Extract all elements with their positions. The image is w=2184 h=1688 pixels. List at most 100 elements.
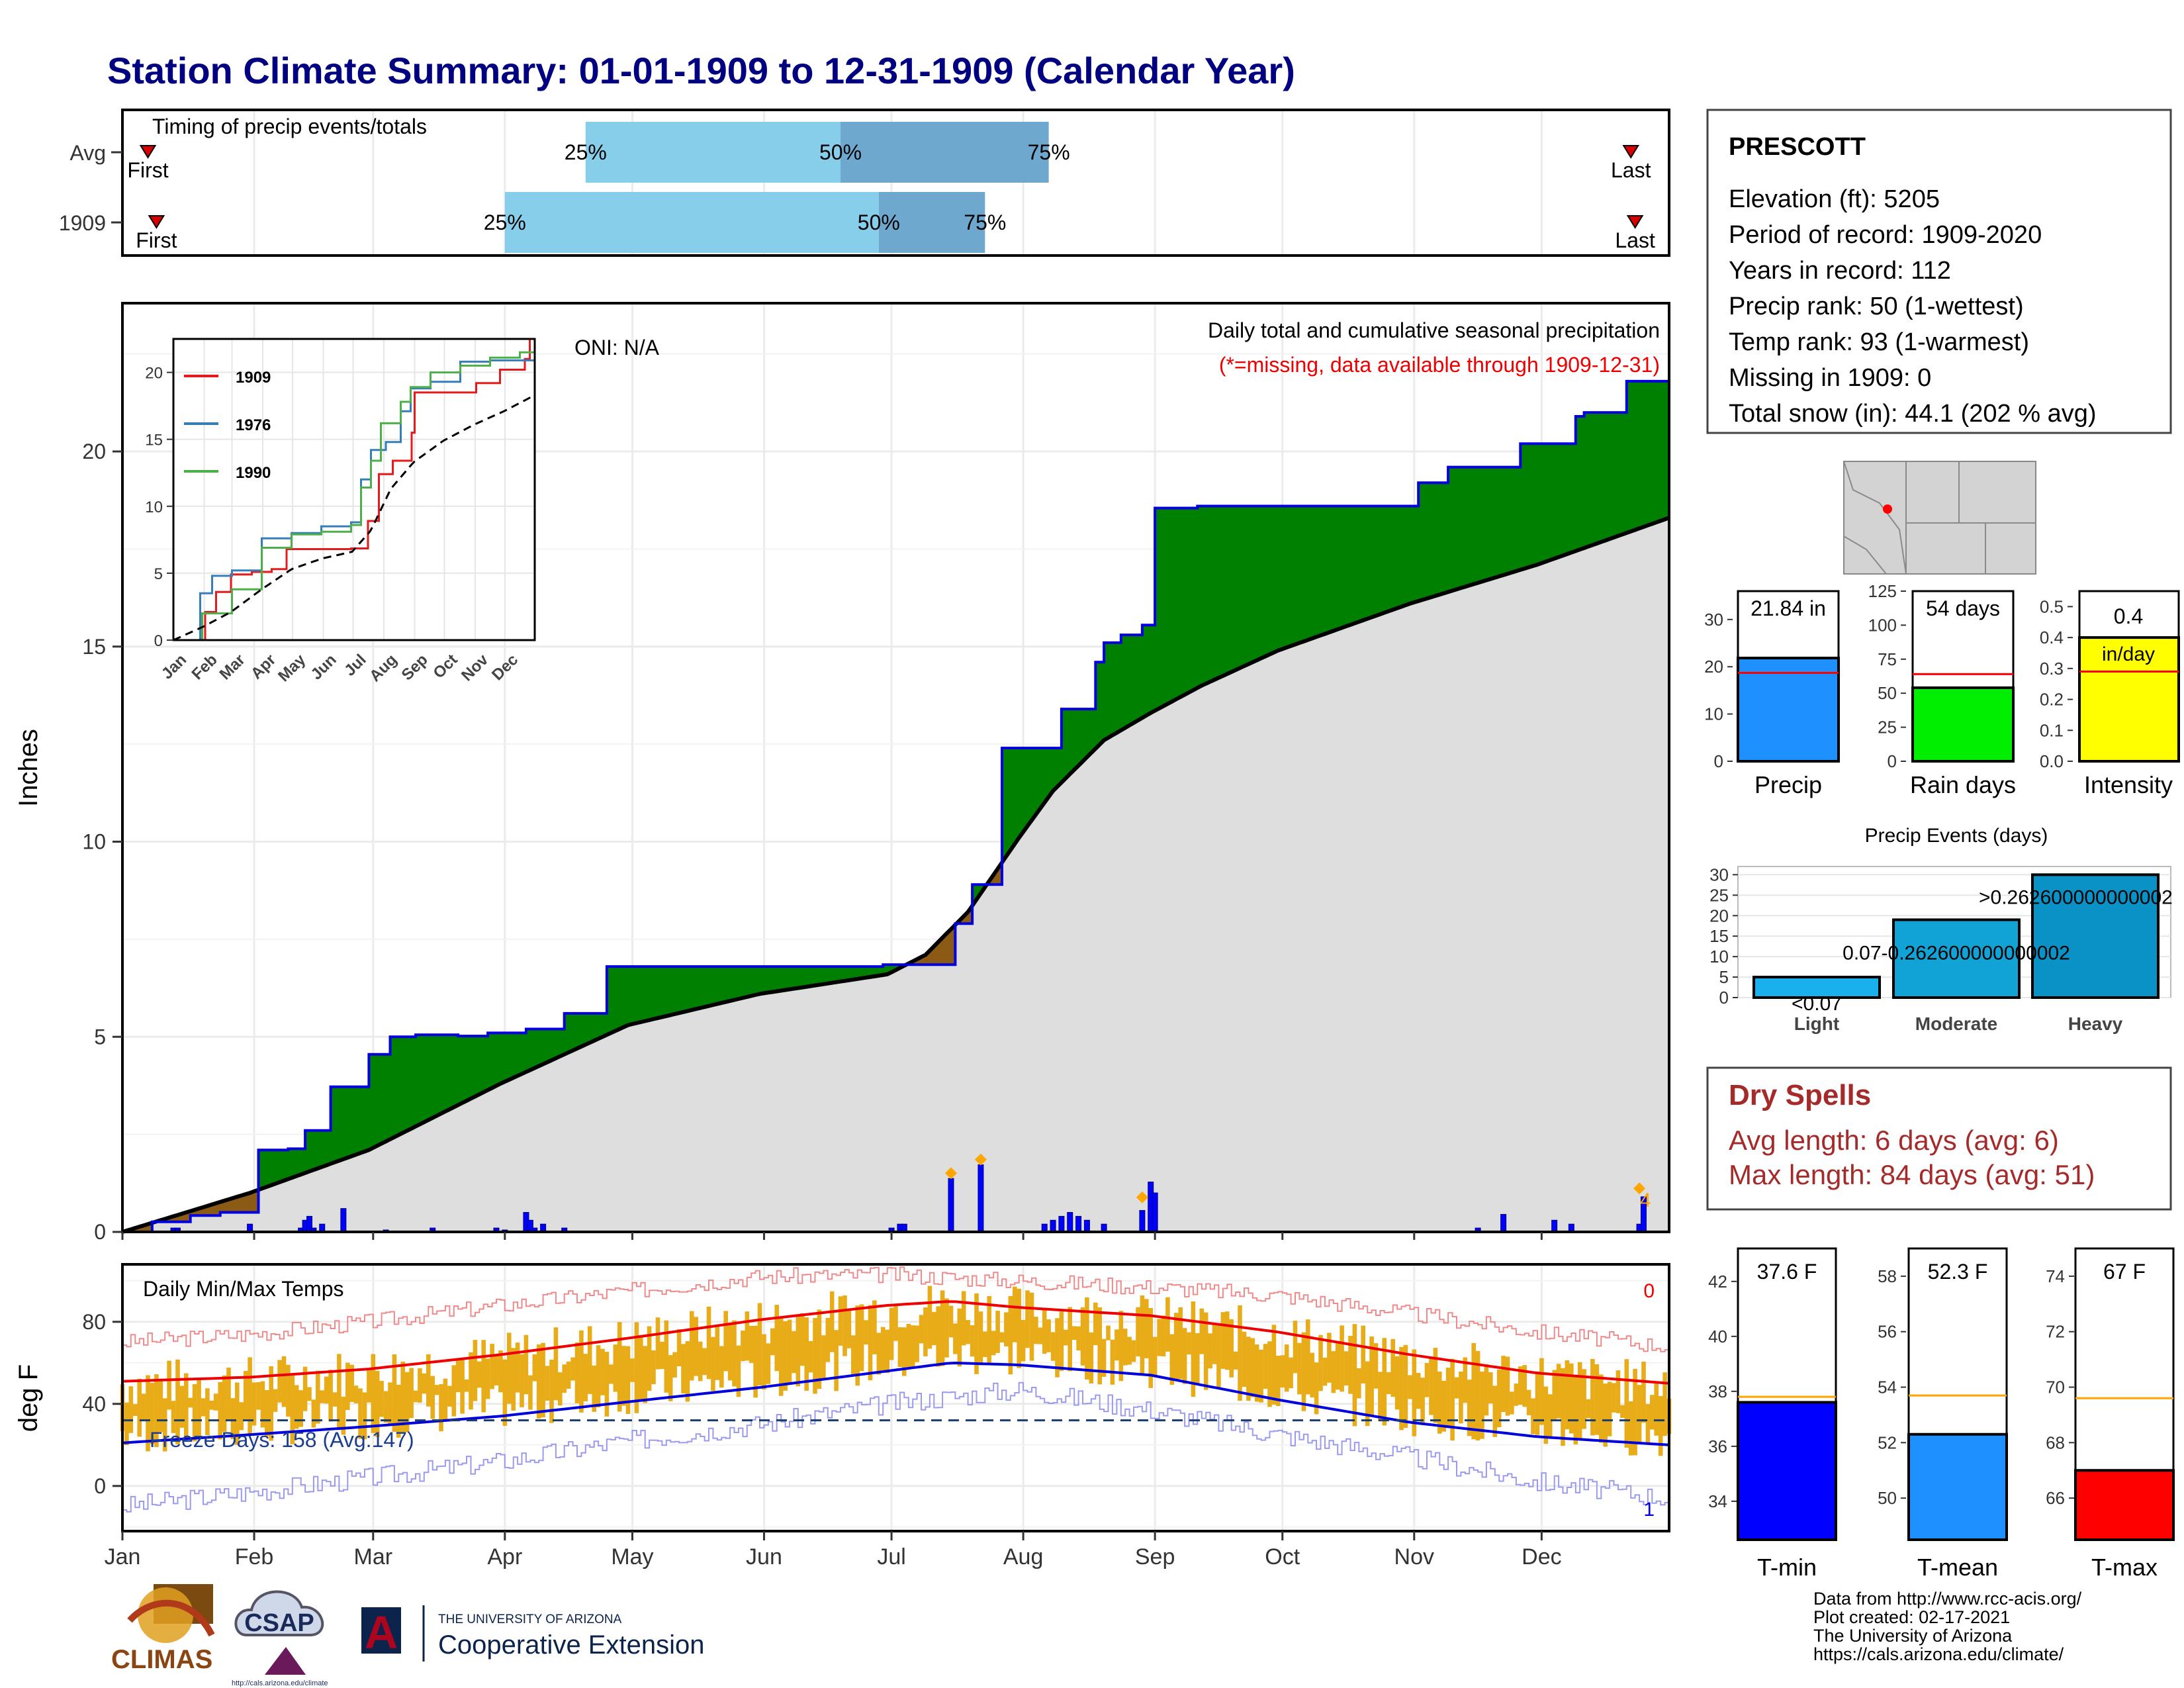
- temp-daily-bar: [184, 1373, 189, 1440]
- temp-daily-bar: [910, 1325, 915, 1367]
- timing-last-marker: [1622, 145, 1640, 159]
- temp-daily-bar: [749, 1325, 754, 1363]
- timing-bar-q1: [585, 122, 841, 183]
- temp-daily-bar: [460, 1360, 465, 1414]
- timing-first-marker: [139, 145, 157, 159]
- temp-daily-bar: [201, 1398, 206, 1417]
- temp-daily-bar: [396, 1384, 401, 1438]
- temp-daily-bar: [783, 1321, 788, 1391]
- temp-daily-bar: [265, 1390, 269, 1436]
- temp-daily-bar: [1233, 1351, 1238, 1370]
- precip-daily-bar: [1067, 1212, 1073, 1233]
- temp-daily-bar: [1492, 1385, 1498, 1437]
- temp-daily-bar: [948, 1305, 954, 1338]
- temp-daily-bar: [1034, 1317, 1038, 1344]
- temp-summary-y-tick-label: 66: [2046, 1488, 2065, 1508]
- temp-daily-bar: [558, 1372, 563, 1406]
- temp-daily-bar: [1496, 1369, 1502, 1428]
- temp-summary-y-tick-label: 72: [2046, 1322, 2065, 1342]
- temp-daily-bar: [481, 1340, 486, 1413]
- temp-daily-bar: [574, 1342, 580, 1403]
- inset-month-label: Jul: [341, 651, 370, 680]
- temp-daily-bar: [1390, 1338, 1395, 1397]
- temp-daily-bar: [664, 1320, 669, 1393]
- temp-daily-bar: [1488, 1372, 1493, 1404]
- temp-daily-bar: [1004, 1312, 1009, 1346]
- temp-daily-bar: [1603, 1383, 1608, 1447]
- temp-daily-bar: [404, 1372, 410, 1432]
- month-label: Mar: [354, 1544, 393, 1570]
- ua-logo-line2: Cooperative Extension: [438, 1630, 704, 1660]
- temp-daily-bar: [1615, 1370, 1621, 1413]
- temp-daily-bar: [821, 1335, 826, 1380]
- temp-summary-y-tick-label: 74: [2046, 1266, 2065, 1286]
- temp-daily-bar: [1539, 1358, 1544, 1425]
- temp-daily-bar: [298, 1390, 303, 1427]
- temp-daily-bar: [400, 1362, 405, 1434]
- temp-summary-y-tick-label: 34: [1708, 1491, 1727, 1511]
- temp-daily-bar: [218, 1382, 222, 1440]
- temp-daily-bar: [1637, 1385, 1642, 1444]
- temp-daily-bar: [1008, 1295, 1013, 1375]
- dry-spells-avg: Avg length: 6 days (avg: 6): [1729, 1125, 2059, 1156]
- events-label-mask: [2172, 861, 2184, 914]
- temp-daily-bar: [1501, 1356, 1506, 1412]
- temp-summary-label-tmean: T-mean: [1917, 1554, 1998, 1581]
- temp-daily-bar: [345, 1362, 350, 1410]
- temp-daily-bar: [842, 1295, 847, 1356]
- temp-daily-bar: [515, 1342, 520, 1393]
- summary-value-precip: 21.84 in: [1751, 596, 1826, 620]
- temp-count-top: 0: [1643, 1280, 1655, 1302]
- temp-daily-bar: [604, 1352, 610, 1417]
- temp-daily-bar: [596, 1345, 601, 1408]
- temp-daily-bar: [723, 1311, 728, 1372]
- temp-daily-bar: [851, 1335, 856, 1376]
- temp-summary-value-tmax: 67 F: [2103, 1260, 2146, 1284]
- credits: Data from http://www.rcc-acis.org/ Plot …: [1813, 1589, 2082, 1664]
- temp-daily-bar: [324, 1376, 329, 1404]
- temp-daily-bar: [175, 1359, 180, 1444]
- inset-month-label: Sep: [398, 651, 432, 684]
- temp-daily-bar: [681, 1344, 686, 1393]
- temp-daily-bar: [171, 1401, 176, 1433]
- temp-daily-bar: [469, 1352, 473, 1410]
- page-title: Station Climate Summary: 01-01-1909 to 1…: [107, 50, 1295, 91]
- precip-panel-frame: [121, 302, 1670, 1233]
- temp-daily-bar: [1654, 1382, 1659, 1436]
- precip-corner-count: 4: [1640, 1190, 1651, 1211]
- inset-y-tick-label: 15: [145, 432, 163, 449]
- timing-pct-25: 25%: [484, 211, 526, 234]
- climas-logo-text: CLIMAS: [111, 1645, 212, 1674]
- precip-daily-bar: [1083, 1219, 1090, 1233]
- temp-daily-bar: [1050, 1332, 1056, 1361]
- temp-daily-bar: [868, 1305, 873, 1381]
- climas-logo: CLIMAS: [111, 1584, 215, 1674]
- temp-daily-bar: [349, 1364, 354, 1402]
- inset-legend-label-1990: 1990: [236, 464, 271, 482]
- summary-unit-intensity: in/day: [2102, 643, 2155, 665]
- temp-daily-bar: [1484, 1364, 1489, 1416]
- precip-y-tick-label: 20: [82, 440, 106, 463]
- temp-daily-bar: [1424, 1363, 1430, 1397]
- station-info: PRESCOTT Elevation (ft): 5205 Period of …: [1706, 109, 2172, 434]
- temp-daily-bar: [927, 1286, 933, 1349]
- temp-daily-bar: [307, 1387, 312, 1401]
- temp-daily-bar: [1531, 1398, 1535, 1434]
- temp-daily-bar: [439, 1384, 443, 1432]
- events-label-heavy: >0.262600000000002: [1979, 886, 2173, 908]
- inset-y-tick-label: 20: [145, 365, 163, 383]
- temp-daily-bar: [553, 1327, 559, 1401]
- temp-daily-bar: [1178, 1307, 1183, 1380]
- temp-daily-bar: [1301, 1332, 1306, 1411]
- precip-daily-bar: [1152, 1192, 1158, 1233]
- temp-daily-bar: [1650, 1395, 1655, 1430]
- temp-daily-bar: [235, 1382, 240, 1445]
- temp-daily-bar: [864, 1320, 868, 1345]
- temp-daily-bar: [757, 1303, 762, 1385]
- temp-daily-bar: [1029, 1292, 1034, 1361]
- temp-daily-bar: [600, 1348, 605, 1395]
- temp-daily-bar: [311, 1399, 316, 1428]
- temp-daily-bar: [1267, 1341, 1272, 1407]
- temp-daily-bar: [970, 1325, 975, 1357]
